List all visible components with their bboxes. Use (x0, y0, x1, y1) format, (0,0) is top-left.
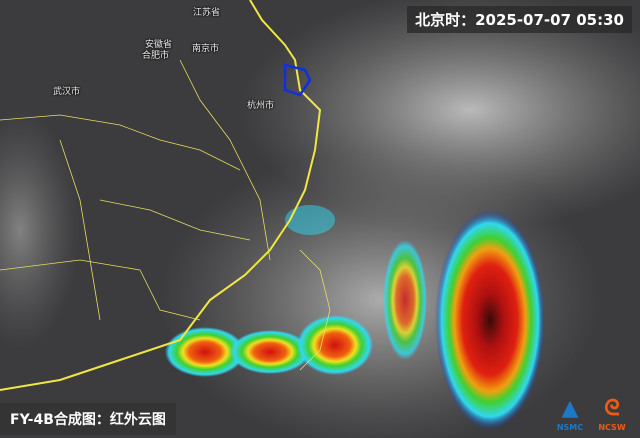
ncsw-flame-logo-icon: ᘓ (604, 396, 620, 421)
province-borders (0, 59, 331, 371)
typhoon-cloud (435, 210, 545, 430)
ncsw-logo: ᘓ NCSW (592, 395, 632, 435)
nsmc-logo: ▲ NSMC (550, 395, 590, 435)
coastline (0, 0, 322, 391)
city-label: 安徽省 (145, 40, 173, 50)
city-label: 合肥市 (142, 51, 170, 61)
city-label: 武汉市 (53, 87, 81, 97)
city-label: 江苏省 (193, 8, 221, 18)
image-caption: FY-4B合成图：红外云图 (0, 403, 176, 435)
nsmc-triangle-logo-icon: ▲ (561, 396, 579, 421)
city-label: 南京市 (192, 44, 220, 54)
city-label: 杭州市 (247, 101, 275, 111)
timestamp-label: 北京时：2025-07-07 05:30 (407, 6, 632, 33)
lake-outline (283, 63, 312, 97)
